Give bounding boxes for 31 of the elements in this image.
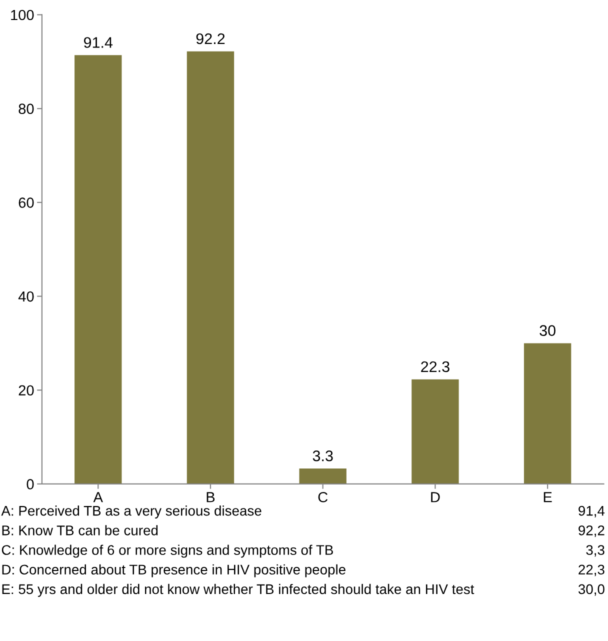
bar <box>74 55 122 484</box>
text: D: Concerned about TB presence in HIV positive people <box>2 564 346 578</box>
x-tick-label: B <box>206 492 215 502</box>
text: C: Knowledge of 6 or more signs and symptoms of TB <box>2 544 333 558</box>
x-tick-label: E <box>544 492 552 502</box>
data-label: 3.3 <box>312 450 333 462</box>
text: 30,0 <box>578 584 604 596</box>
data-label: 22.3 <box>421 361 450 372</box>
bar <box>299 468 346 484</box>
y-tick-label: 80 <box>18 104 34 114</box>
y-tick-label: 60 <box>18 198 34 208</box>
bar <box>186 51 234 484</box>
x-tick-label: D <box>431 492 440 502</box>
bar <box>412 379 459 484</box>
text: 3,3 <box>586 545 604 557</box>
text: 22,3 <box>578 564 604 576</box>
bar <box>524 343 572 484</box>
text: 91,4 <box>578 506 605 518</box>
x-tick-label: A <box>93 492 103 502</box>
text: 92,2 <box>578 525 604 537</box>
data-label: 30 <box>540 325 556 336</box>
y-tick-label: 20 <box>18 385 34 396</box>
text: B: Know TB can be cured <box>2 525 158 536</box>
y-tick-label: 100 <box>11 10 34 20</box>
x-tick-label: C <box>318 492 328 502</box>
data-label: 92.2 <box>196 33 225 44</box>
y-tick-label: 0 <box>26 479 34 490</box>
y-tick-label: 40 <box>18 291 34 302</box>
data-label: 91.4 <box>84 37 113 48</box>
text: E: 55 yrs and older did not know whether TB infected should take an HIV test <box>2 584 474 597</box>
text: A: Perceived TB as a very serious disease <box>1 506 262 518</box>
